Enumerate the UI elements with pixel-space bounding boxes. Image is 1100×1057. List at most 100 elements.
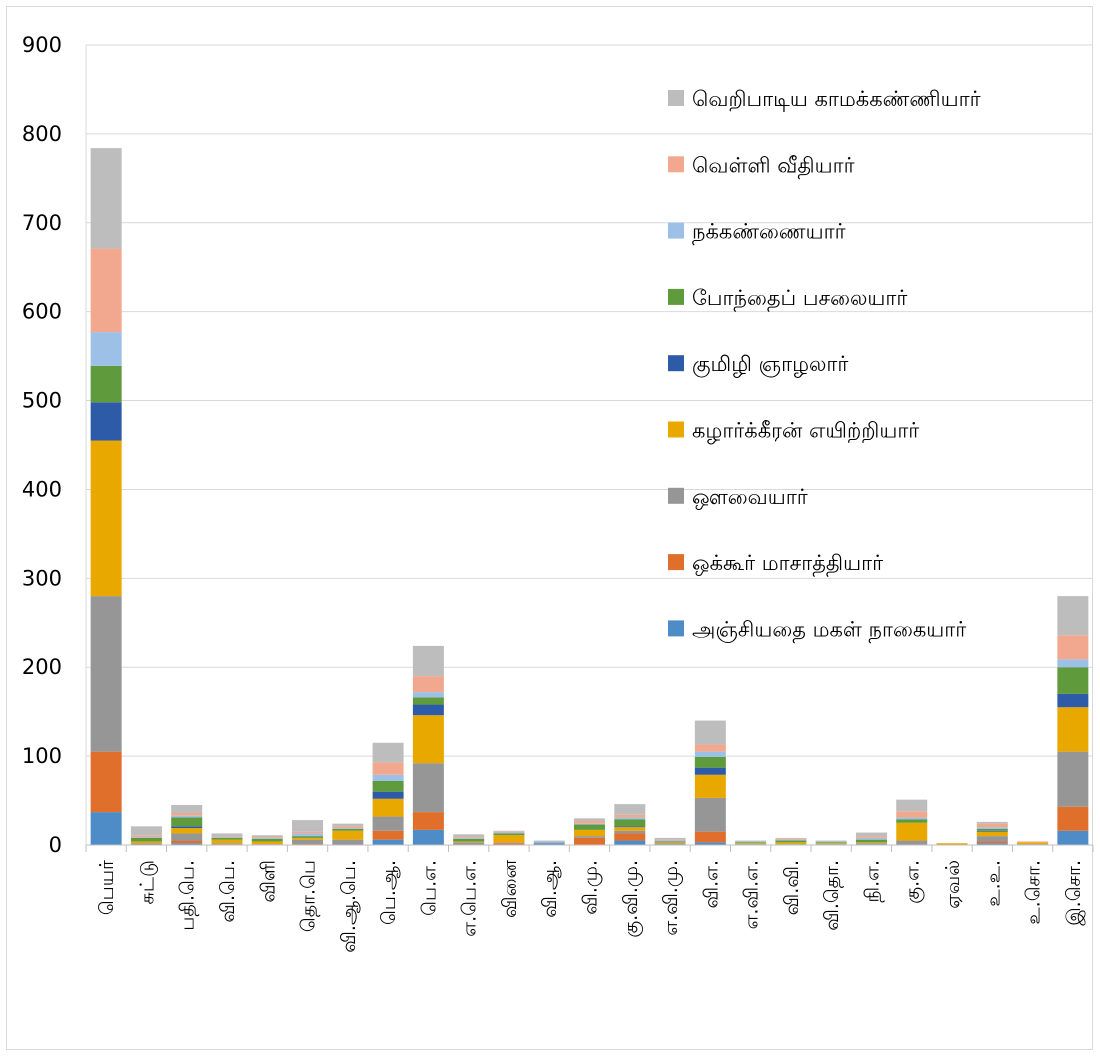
y-tick-label: 400	[22, 477, 62, 501]
y-tick-label: 700	[22, 211, 62, 235]
legend-label: ஒக்கூர் மாசாத்தியார்	[692, 551, 883, 577]
bar-segment	[412, 676, 444, 693]
bar-segment	[211, 839, 243, 844]
bar-segment	[1057, 635, 1089, 660]
bar-segment	[211, 836, 243, 837]
bar-segment	[574, 818, 605, 821]
bar-segment	[694, 831, 726, 843]
bar-segment	[574, 836, 605, 838]
bar-segment	[896, 811, 928, 818]
bar-segment	[412, 812, 444, 830]
bar-segment	[815, 843, 847, 845]
bar-segment	[292, 836, 324, 838]
x-category-label: வி.பெ.	[217, 860, 239, 923]
bar-segment	[130, 835, 162, 837]
bar-segment	[1057, 596, 1089, 636]
bar-segment	[292, 820, 324, 832]
bar-segment	[896, 822, 928, 841]
x-category-label: எ.வி.மு.	[660, 860, 683, 936]
x-category-label: கு.எ.	[902, 860, 925, 904]
bar-segment	[292, 837, 324, 840]
bar-segment	[412, 715, 444, 764]
bar-segment	[171, 805, 203, 813]
bar-segment	[171, 843, 203, 845]
x-category-label: பெ.ஆ.	[378, 860, 400, 925]
x-axis-labels: பெயர் சுட்டு பதி.பெ. வி.பெ. விளி தொ.பெ வி.ஆ.பெ…	[96, 859, 1085, 952]
bar-segment	[533, 842, 565, 844]
bar-segment	[372, 781, 404, 792]
bar-segment	[976, 841, 1008, 844]
bar-segment	[976, 843, 1008, 845]
x-category-label: கு.வி.மு.	[620, 860, 643, 938]
legend-swatch	[668, 222, 684, 239]
bar-segment	[815, 841, 847, 843]
x-category-label: சுட்டு	[136, 860, 158, 904]
bar-segment	[815, 842, 847, 844]
bar-segment	[130, 841, 162, 844]
y-tick-label: 300	[22, 566, 62, 590]
bar-segment	[1057, 693, 1089, 708]
x-category-label: உ.சொ.	[1023, 860, 1045, 925]
bar-segment	[775, 842, 807, 845]
legend-swatch	[668, 355, 684, 372]
bar-segment	[1017, 842, 1049, 845]
bar-segment	[493, 842, 525, 844]
bar-segment	[292, 833, 324, 837]
x-category-label: உ.உ.	[982, 860, 1004, 907]
legend-label: ஔவையார்	[692, 485, 808, 510]
bar-segment	[412, 645, 444, 677]
x-category-label: தொ.பெ	[298, 860, 321, 932]
bar-segment	[493, 831, 525, 833]
x-category-label: இ.சொ.	[1063, 860, 1085, 926]
bar-segment	[775, 839, 807, 841]
legend-swatch	[668, 554, 684, 571]
x-category-label: வி.ஆ.பெ.	[338, 860, 360, 953]
bar-segment	[533, 840, 565, 842]
legend-label: கழார்க்கீரன் எயிற்றியார்	[692, 419, 919, 445]
legend-swatch	[668, 487, 684, 504]
bar-segment	[694, 757, 726, 768]
bar-segment	[694, 842, 726, 845]
bar-segment	[694, 774, 726, 798]
bar-segment	[654, 843, 686, 845]
bar-segment	[614, 814, 646, 818]
bar-segment	[211, 837, 243, 838]
bar-segment	[90, 332, 122, 366]
bar-segment	[412, 704, 444, 716]
bar-segment	[171, 826, 203, 829]
bar-segment	[896, 819, 928, 823]
bar-segment	[694, 797, 726, 832]
bar-segment	[855, 832, 887, 837]
legend: வெறிபாடிய காமக்கண்ணியார் வெள்ளி வீதியார் ந…	[668, 87, 981, 643]
bar-segment	[574, 837, 605, 845]
bar-segment	[130, 837, 162, 842]
bar-segment	[654, 842, 686, 844]
legend-swatch	[668, 90, 684, 106]
bar-segment	[976, 821, 1008, 824]
bar-segment	[654, 837, 686, 840]
bar-segment	[896, 840, 928, 845]
bar-segment	[332, 828, 364, 829]
bar-segment	[453, 842, 485, 845]
legend-swatch	[668, 620, 684, 637]
bar-segment	[332, 823, 364, 827]
bar-segment	[1057, 667, 1089, 694]
bar-segment	[896, 817, 928, 820]
bar-segment	[694, 751, 726, 757]
bar-segment	[332, 829, 364, 831]
bar-segment	[533, 843, 565, 845]
bar-segment	[90, 248, 122, 333]
bar-segment	[694, 720, 726, 745]
x-category-label: வி.தொ.	[821, 860, 844, 931]
bar-segment	[372, 742, 404, 763]
bar-segment	[976, 829, 1008, 831]
bar-segment	[412, 697, 444, 705]
bar-segment	[855, 837, 887, 840]
bar-segment	[493, 835, 525, 843]
bar-segment	[533, 841, 565, 843]
legend-label: அஞ்சியதை மகள் நாகையார்	[692, 617, 966, 643]
bar-segment	[614, 827, 646, 831]
bar-segment	[815, 840, 847, 842]
bar-segment	[332, 826, 364, 829]
bar-segment	[90, 596, 122, 752]
